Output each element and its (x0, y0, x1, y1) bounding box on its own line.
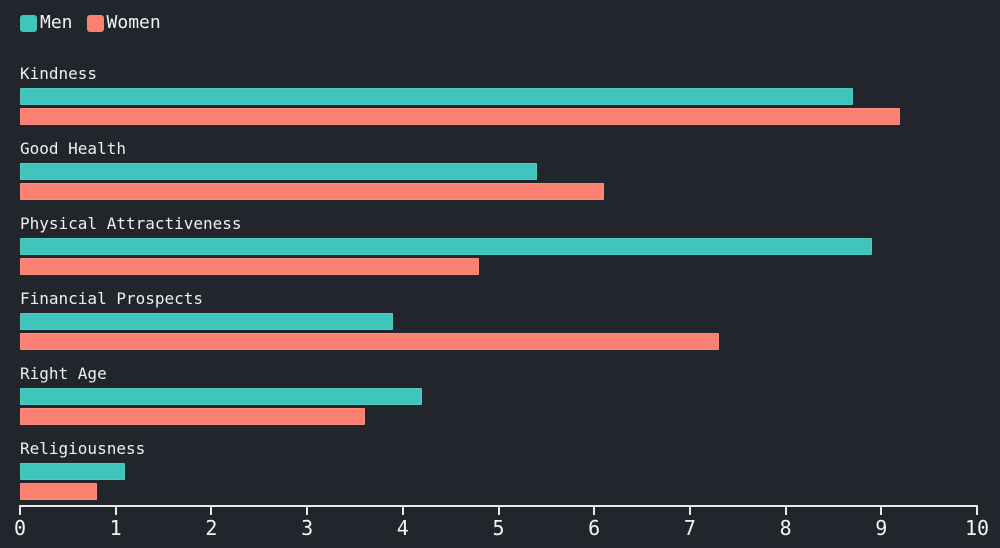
x-axis-tick (593, 505, 596, 515)
plot-area: Kindness Good Health Physical Attractivene… (20, 66, 977, 516)
category-group-religiousness: Religiousness (20, 441, 977, 516)
legend-label: Men (40, 12, 73, 33)
x-axis-tick (784, 505, 787, 515)
legend-item-men[interactable]: Men (20, 14, 73, 32)
x-axis-tick (880, 505, 883, 515)
x-axis-tick (976, 505, 978, 515)
category-group-physical-attractiveness: Physical Attractiveness (20, 216, 977, 291)
bar-men-good-health[interactable] (20, 163, 537, 180)
x-axis-tick-label: 4 (396, 516, 409, 540)
x-axis-tick-label: 6 (588, 516, 601, 540)
x-axis-tick (688, 505, 691, 515)
bar-women-good-health[interactable] (20, 183, 604, 200)
category-group-kindness: Kindness (20, 66, 977, 141)
bar-women-financial-prospects[interactable] (20, 333, 719, 350)
bar-men-right-age[interactable] (20, 388, 422, 405)
bar-men-financial-prospects[interactable] (20, 313, 394, 330)
category-label: Kindness (20, 64, 98, 83)
legend-item-women[interactable]: Women (86, 12, 161, 33)
x-axis: 0 1 2 3 4 5 6 7 8 9 10 (14, 505, 989, 545)
x-axis-tick (497, 505, 500, 515)
x-axis-tick-label: 2 (205, 516, 218, 540)
x-axis-tick-label: 1 (109, 516, 122, 540)
category-label: Religiousness (20, 439, 146, 458)
x-axis-tick (401, 505, 404, 515)
x-axis-tick (114, 505, 117, 515)
x-axis-tick-label: 5 (492, 516, 505, 540)
legend-swatch-women-icon (86, 14, 104, 32)
x-axis-tick-label: 10 (964, 516, 990, 540)
category-label: Good Health (20, 139, 126, 158)
bar-men-physical-attractiveness[interactable] (20, 238, 872, 255)
category-group-financial-prospects: Financial Prospects (20, 291, 977, 366)
x-axis-tick (19, 505, 21, 515)
category-label: Physical Attractiveness (20, 214, 242, 233)
x-axis-tick-label: 7 (683, 516, 696, 540)
bar-women-religiousness[interactable] (20, 483, 97, 500)
x-axis-tick-label: 0 (13, 516, 27, 540)
category-group-right-age: Right Age (20, 366, 977, 441)
x-axis-tick-label: 9 (875, 516, 888, 540)
x-axis-tick (210, 505, 213, 515)
bar-women-right-age[interactable] (20, 408, 365, 425)
bar-women-kindness[interactable] (20, 108, 901, 125)
category-label: Financial Prospects (20, 289, 204, 308)
legend-label: Women (106, 12, 161, 33)
x-axis-tick-label: 8 (779, 516, 792, 540)
category-label: Right Age (20, 364, 107, 383)
bar-women-physical-attractiveness[interactable] (20, 258, 480, 275)
bar-men-religiousness[interactable] (20, 463, 126, 480)
x-axis-tick (306, 505, 309, 515)
legend-swatch-men-icon (20, 14, 37, 32)
x-axis-tick-label: 3 (301, 516, 314, 540)
category-group-good-health: Good Health (20, 141, 977, 216)
legend: Men Women (20, 14, 161, 32)
bar-men-kindness[interactable] (20, 88, 853, 105)
